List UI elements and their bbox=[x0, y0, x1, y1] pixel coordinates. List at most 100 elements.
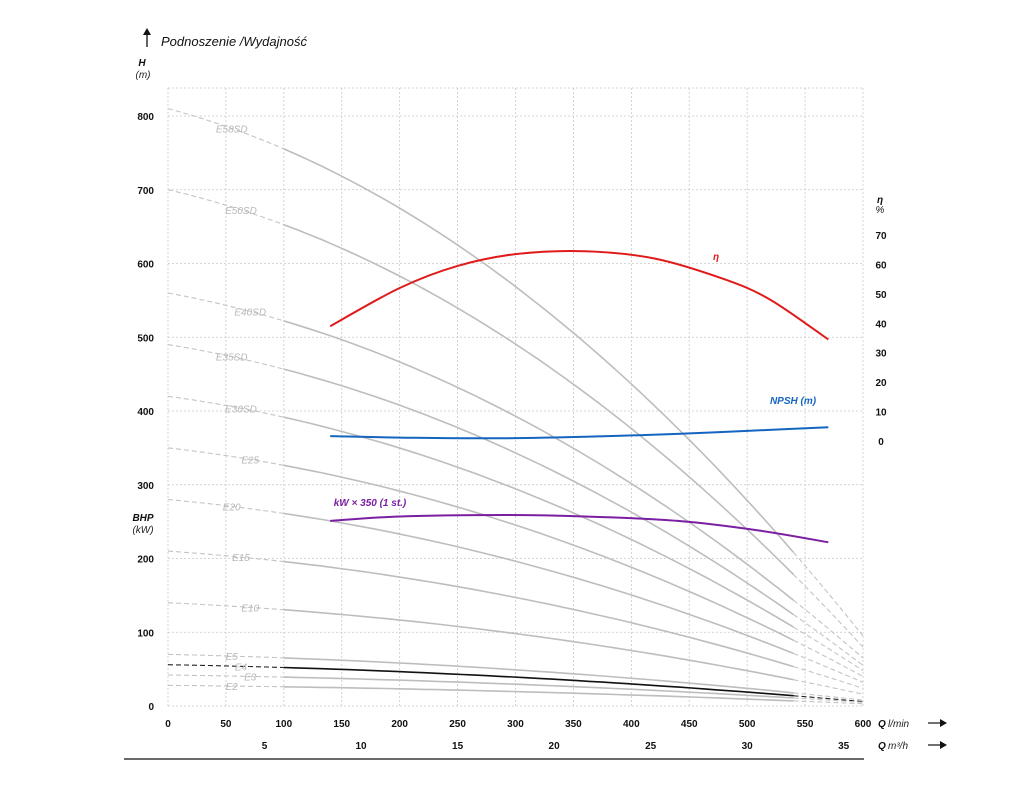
pump-curve-label: E25 bbox=[241, 455, 259, 466]
x2-tick-label: 35 bbox=[838, 741, 850, 752]
y-left-tick-label: 500 bbox=[137, 333, 154, 344]
pump-curve-label: E3 bbox=[244, 672, 257, 683]
y-right-unit: % bbox=[876, 205, 885, 216]
pump-curve-label: E30SD bbox=[225, 404, 257, 415]
pump-curve-label: E58SD bbox=[216, 124, 248, 135]
y-right-tick-label: 40 bbox=[875, 319, 887, 330]
pump-curve-E40SD bbox=[283, 320, 794, 601]
y-right-tick-label: 20 bbox=[875, 378, 887, 389]
pump-curve-shutoff-E20 bbox=[167, 498, 284, 515]
pump-curve-shutoff-E4 bbox=[167, 664, 284, 669]
x-tick-label: 50 bbox=[220, 719, 232, 730]
pump-curve-runout-E25 bbox=[793, 639, 864, 677]
pump-curve-label: E4 bbox=[235, 662, 248, 673]
pump-curve-runout-E50SD bbox=[793, 574, 864, 648]
x-tick-label: 200 bbox=[391, 719, 408, 730]
x-unit: l/min bbox=[888, 719, 910, 730]
x-tick-label: 100 bbox=[275, 719, 292, 730]
pump-curve-E25 bbox=[283, 464, 794, 642]
x2-unit: m³/h bbox=[888, 741, 908, 752]
y-right-label: η bbox=[877, 195, 883, 206]
x2-tick-label: 30 bbox=[742, 741, 754, 752]
pump-curve-label: E15 bbox=[232, 553, 250, 564]
pump-curve-E3 bbox=[283, 676, 794, 699]
x2-label: Q bbox=[878, 741, 886, 752]
y-left-tick-label: 700 bbox=[137, 186, 154, 197]
pump-curve-runout-E3 bbox=[793, 697, 864, 703]
pump-curve-runout-E35SD bbox=[793, 614, 864, 666]
pump-curve-E5 bbox=[283, 657, 794, 694]
arrow-up-icon bbox=[143, 28, 151, 35]
npsh-label: NPSH (m) bbox=[770, 396, 817, 407]
pump-curve-shutoff-E3 bbox=[167, 674, 284, 678]
x-tick-label: 450 bbox=[681, 719, 698, 730]
pump-curve-E35SD bbox=[283, 368, 794, 616]
pump-curve-shutoff-E40SD bbox=[167, 292, 284, 322]
x-axis-label-m3h: Q m³/h bbox=[878, 741, 947, 752]
pump-curve-E20 bbox=[283, 512, 794, 655]
pump-curve-shutoff-E25 bbox=[167, 447, 284, 466]
arrow-head-icon bbox=[940, 719, 947, 727]
chart-grid bbox=[167, 87, 864, 707]
pump-curve-shutoff-E2 bbox=[168, 684, 284, 688]
pump-curve-runout-E5 bbox=[793, 692, 864, 701]
x-tick-label: 350 bbox=[565, 719, 582, 730]
x-tick-label: 500 bbox=[739, 719, 756, 730]
pump-curve-label: E35SD bbox=[216, 353, 248, 364]
power-curve bbox=[330, 513, 829, 544]
pump-curve-label: E10 bbox=[241, 603, 259, 614]
x2-tick-label: 15 bbox=[452, 741, 464, 752]
y-right-tick-label: 70 bbox=[875, 231, 887, 242]
pump-curve-shutoff-E35SD bbox=[167, 344, 284, 370]
x2-tick-label: 25 bbox=[645, 741, 657, 752]
pump-curve-shutoff-E30SD bbox=[167, 395, 284, 418]
pump-curve-label: E2 bbox=[226, 682, 239, 693]
pump-curve-E10 bbox=[283, 608, 794, 681]
pump-curve-runout-E58SD bbox=[793, 552, 864, 637]
x-tick-label: 250 bbox=[449, 719, 466, 730]
pump-curve-shutoff-E50SD bbox=[167, 189, 284, 226]
x-label: Q bbox=[878, 719, 886, 730]
pump-curve-E50SD bbox=[283, 223, 795, 576]
pump-curve-runout-E20 bbox=[793, 652, 864, 683]
y-right-tick-label: 30 bbox=[875, 349, 887, 360]
x-tick-label: 0 bbox=[165, 719, 171, 730]
chart-title-group: Podnoszenie /Wydajność bbox=[143, 28, 307, 49]
pump-curves: E58SDE50SDE40SDE35SDE30SDE25E20E15E10E5E… bbox=[167, 108, 864, 705]
x-tick-label: 600 bbox=[855, 719, 872, 730]
x2-tick-label: 20 bbox=[549, 741, 561, 752]
pump-curve-label: E40SD bbox=[234, 307, 266, 318]
pump-curve-E4 bbox=[283, 666, 794, 697]
pump-curve-runout-E4 bbox=[793, 695, 864, 703]
y-right-tick-label: 60 bbox=[875, 260, 887, 271]
y-left-tick-label: 300 bbox=[137, 481, 154, 492]
npsh-curve bbox=[330, 426, 829, 440]
pump-curve-shutoff-E5 bbox=[168, 653, 284, 659]
y-left-secondary-unit: (kW) bbox=[132, 525, 153, 536]
pump-curve-E2 bbox=[283, 686, 794, 702]
y-left-label: H bbox=[138, 58, 146, 69]
pump-curve-E30SD bbox=[283, 416, 794, 628]
y-left-tick-label: 0 bbox=[148, 702, 154, 713]
pump-curve-E58SD bbox=[283, 148, 795, 553]
power-label: kW × 350 (1 st.) bbox=[334, 498, 407, 509]
pump-curve-label: E20 bbox=[223, 502, 241, 513]
pump-curve-label: E5 bbox=[226, 652, 239, 663]
pump-curve-runout-E40SD bbox=[793, 599, 864, 659]
pump-curve-shutoff-E15 bbox=[167, 550, 284, 563]
pump-curve-E15 bbox=[283, 560, 794, 668]
y-left-tick-label: 600 bbox=[137, 260, 154, 271]
pump-curve-shutoff-E58SD bbox=[167, 108, 285, 150]
pump-curve-runout-E30SD bbox=[793, 626, 864, 672]
x-tick-label: 550 bbox=[797, 719, 814, 730]
pump-curve-label: E50SD bbox=[225, 206, 257, 217]
arrow-head-icon bbox=[940, 741, 947, 749]
y-left-tick-label: 800 bbox=[137, 112, 154, 123]
y-left-tick-label: 400 bbox=[137, 407, 154, 418]
pump-curve-runout-E15 bbox=[793, 666, 864, 689]
y-left-tick-label: 100 bbox=[137, 628, 154, 639]
pump-curve-runout-E2 bbox=[793, 700, 864, 705]
x2-tick-label: 10 bbox=[355, 741, 367, 752]
